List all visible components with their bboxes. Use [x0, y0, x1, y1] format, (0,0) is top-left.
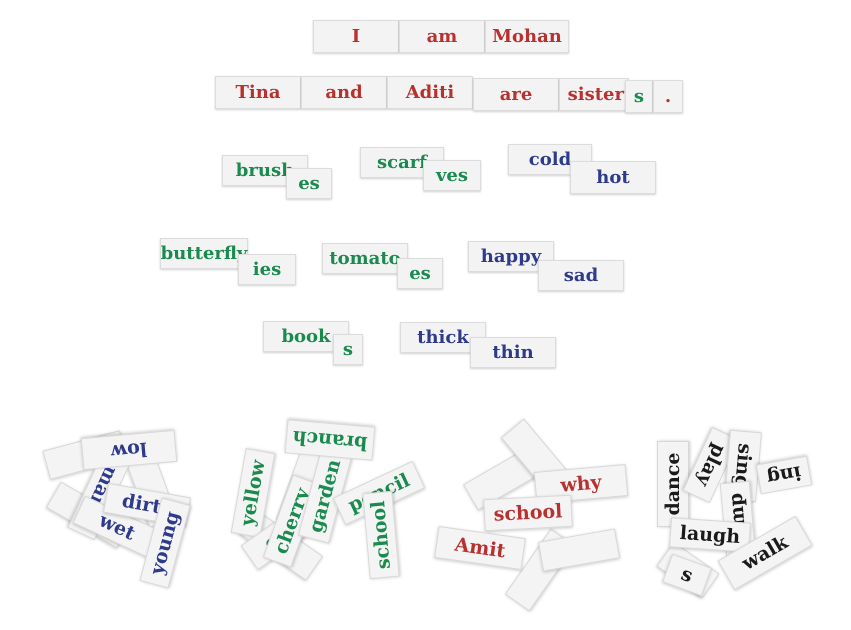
- word-card-and[interactable]: and: [301, 76, 387, 109]
- word-card-hot[interactable]: hot: [570, 161, 656, 194]
- word-card-sad[interactable]: sad: [538, 260, 624, 291]
- period-card[interactable]: .: [653, 80, 683, 113]
- suffix-card-es-2[interactable]: es: [397, 258, 443, 289]
- word-card-ing[interactable]: ing: [755, 455, 813, 495]
- word-card-thin[interactable]: thin: [470, 337, 556, 368]
- word-card-happy[interactable]: happy: [468, 241, 554, 272]
- suffix-card-s-2[interactable]: s: [333, 334, 363, 365]
- suffix-card-s[interactable]: s: [625, 80, 653, 113]
- word-card-mohan[interactable]: Mohan: [485, 20, 569, 53]
- suffix-card-ies[interactable]: ies: [238, 254, 296, 285]
- word-card-am[interactable]: am: [399, 20, 485, 53]
- word-card-butterfly[interactable]: butterfly: [160, 238, 248, 269]
- word-card-are[interactable]: are: [473, 78, 559, 111]
- word-card-aditi[interactable]: Aditi: [387, 76, 473, 109]
- word-card-i[interactable]: I: [313, 20, 399, 53]
- suffix-card-ves[interactable]: ves: [423, 160, 481, 191]
- word-card-low[interactable]: low: [80, 429, 178, 471]
- word-card-tina[interactable]: Tina: [215, 76, 301, 109]
- word-card-tomato[interactable]: tomato: [322, 243, 408, 274]
- word-card-sister[interactable]: sister: [559, 78, 629, 111]
- suffix-card-es[interactable]: es: [286, 168, 332, 199]
- word-card-amit[interactable]: Amit: [434, 526, 526, 570]
- word-card-school-red[interactable]: school: [483, 494, 573, 532]
- word-card-school[interactable]: school: [362, 490, 400, 580]
